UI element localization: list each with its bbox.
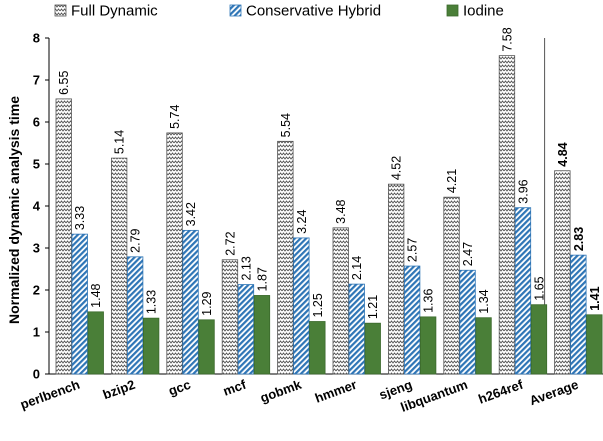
bar-conservative-hybrid	[237, 284, 255, 375]
data-label: 3.48	[334, 199, 348, 223]
bar-full-dynamic	[166, 132, 183, 375]
data-label: 4.21	[445, 169, 459, 193]
bar-conservative-hybrid	[182, 229, 199, 375]
data-labels: 6.55 3.33 1.48 5.14 2.79 1.33 5.74 3.42 1.29 2.72…	[57, 27, 602, 319]
bar-full-dynamic	[554, 170, 571, 375]
data-label: 1.33	[145, 290, 159, 314]
data-label: 1.87	[255, 267, 269, 291]
bar-full-dynamic	[111, 157, 128, 375]
data-label: 1.36	[422, 289, 436, 313]
y-tick-label: 7	[33, 73, 40, 88]
data-label: 1.41	[588, 286, 602, 310]
legend-label: Iodine	[463, 3, 504, 20]
bar-conservative-hybrid	[293, 237, 310, 375]
data-label: 1.29	[200, 291, 214, 315]
legend-label: Full Dynamic	[71, 3, 158, 20]
y-tick-label: 6	[33, 115, 40, 130]
x-tick-label: gcc	[166, 377, 192, 399]
y-tick-label: 3	[33, 241, 40, 256]
bar-iodine	[364, 322, 381, 375]
data-label: 5.14	[113, 130, 127, 154]
legend-label: Conservative Hybrid	[246, 3, 381, 20]
legend-swatch	[54, 4, 67, 17]
bar-iodine	[475, 317, 492, 375]
bar-conservative-hybrid	[71, 233, 88, 375]
data-label: 3.33	[73, 206, 87, 230]
data-label: 1.48	[89, 283, 103, 307]
bar-full-dynamic	[498, 55, 516, 375]
bar-conservative-hybrid	[514, 207, 532, 375]
bar-iodine	[198, 319, 215, 375]
data-label: 4.52	[390, 156, 404, 180]
y-tick-label: 5	[33, 157, 40, 172]
bar-full-dynamic	[387, 183, 405, 375]
bar-iodine	[142, 317, 160, 375]
data-label: 1.25	[311, 293, 325, 317]
x-tick-label: gobmk	[258, 376, 304, 405]
data-label: 2.14	[350, 256, 364, 280]
legend-swatch	[229, 4, 242, 17]
bar-conservative-hybrid	[459, 269, 476, 375]
data-label: 7.58	[500, 27, 514, 51]
data-label: 2.83	[572, 227, 586, 251]
data-label: 1.21	[366, 295, 380, 319]
bar-conservative-hybrid	[127, 256, 144, 375]
legend: Full Dynamic Conservative Hybrid Iodine	[54, 3, 504, 20]
data-label: 2.47	[461, 242, 475, 266]
bar-iodine	[419, 316, 437, 375]
x-tick-label: mcf	[221, 376, 248, 398]
data-label: 3.42	[184, 202, 198, 226]
x-tick-label: hmmer	[313, 377, 359, 406]
data-label: 6.55	[57, 71, 71, 95]
bar-iodine	[87, 311, 104, 375]
bar-full-dynamic	[55, 98, 72, 375]
bar-iodine	[309, 321, 326, 375]
bar-iodine	[530, 304, 548, 375]
y-tick-label: 1	[33, 325, 40, 340]
data-label: 5.54	[279, 113, 293, 137]
data-label: 2.57	[406, 238, 420, 262]
data-label: 1.65	[532, 276, 546, 300]
y-tick-label: 2	[33, 283, 40, 298]
data-label: 5.74	[168, 105, 182, 129]
data-label: 2.79	[129, 228, 143, 252]
y-tick-label: 4	[33, 199, 41, 214]
data-label: 3.24	[295, 210, 309, 234]
y-tick-label: 8	[33, 31, 40, 46]
bars	[55, 55, 603, 375]
bar-full-dynamic	[277, 140, 294, 375]
x-tick-label: bzip2	[101, 377, 137, 402]
bar-iodine	[253, 295, 271, 375]
y-tick-label: 0	[33, 367, 40, 382]
bar-full-dynamic	[443, 196, 460, 375]
data-label: 4.84	[556, 142, 570, 166]
x-tick-label: perlbench	[18, 377, 82, 412]
data-label: 2.13	[239, 256, 253, 280]
bar-iodine	[586, 314, 603, 375]
data-label: 2.72	[223, 231, 237, 255]
bar-conservative-hybrid	[403, 265, 421, 375]
y-axis-title: Normalized dynamic analysis time	[6, 96, 22, 324]
bar-conservative-hybrid	[570, 254, 587, 375]
x-tick-label: h264ref	[476, 376, 525, 406]
bar-full-dynamic	[332, 227, 349, 375]
bar-full-dynamic	[221, 259, 239, 375]
legend-swatch	[446, 4, 459, 17]
data-label: 3.96	[516, 179, 530, 203]
x-tick-label: Average	[527, 377, 580, 408]
bar-conservative-hybrid	[348, 283, 365, 375]
data-label: 1.34	[477, 289, 491, 313]
